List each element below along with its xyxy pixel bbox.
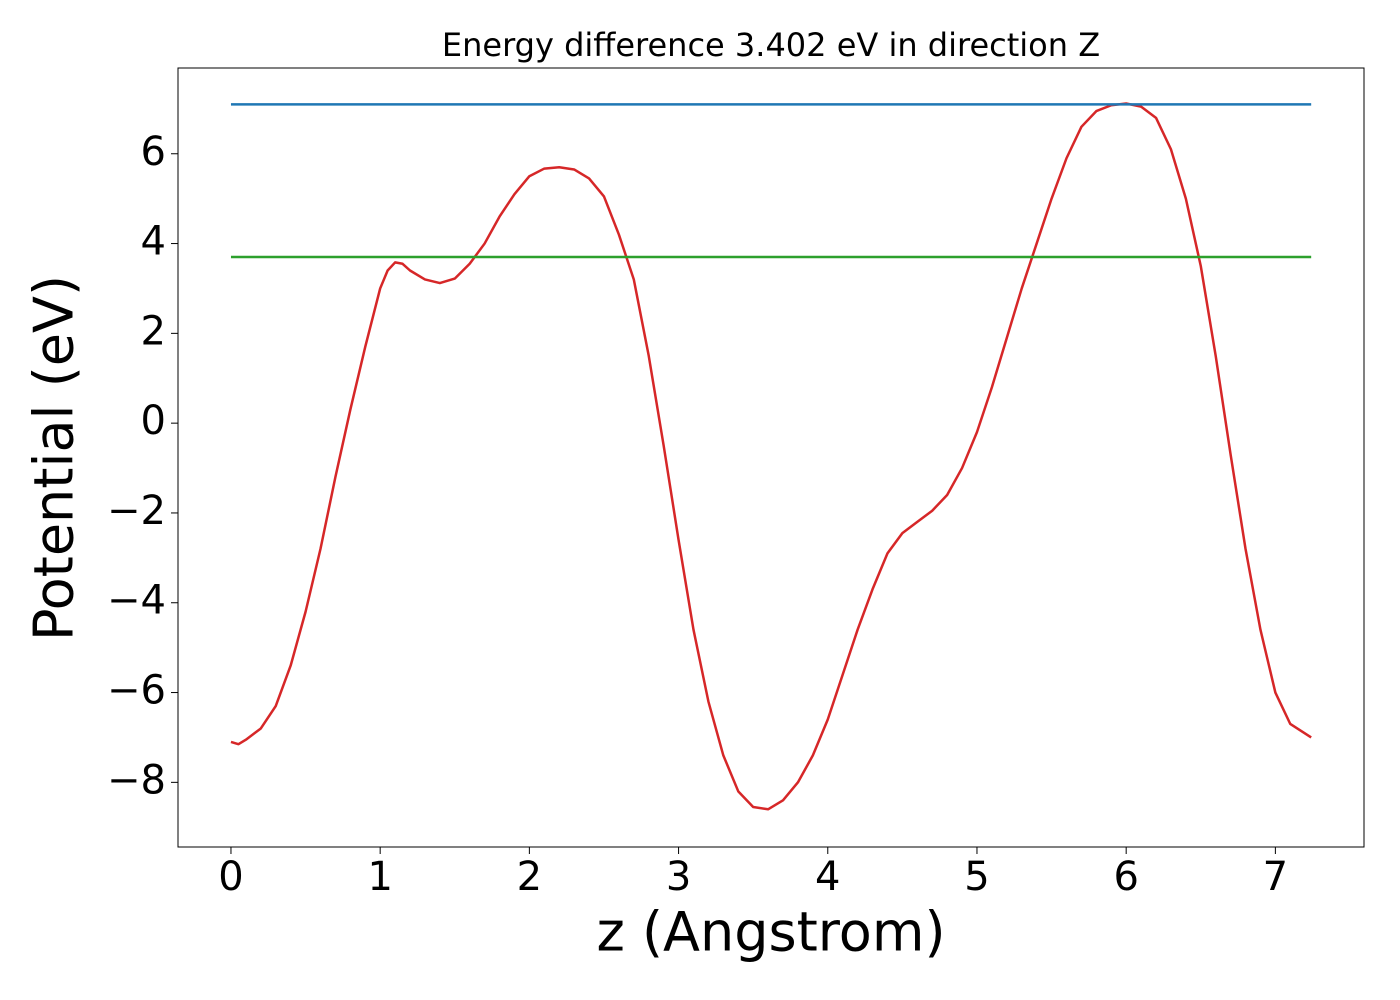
y-tick-label: −6 <box>107 668 166 714</box>
x-tick-label: 7 <box>1263 854 1288 900</box>
chart-title: Energy difference 3.402 eV in direction … <box>442 26 1100 64</box>
x-tick-label: 3 <box>666 854 691 900</box>
y-axis-label: Potential (eV) <box>23 275 86 641</box>
x-tick-label: 5 <box>964 854 989 900</box>
y-tick-label: −2 <box>107 488 166 534</box>
y-tick-label: 0 <box>141 398 166 444</box>
y-tick-label: 2 <box>141 308 166 354</box>
x-tick-label: 0 <box>218 854 243 900</box>
y-tick-label: 6 <box>141 129 166 175</box>
plot-frame <box>177 67 1365 848</box>
x-tick-label: 1 <box>367 854 392 900</box>
x-tick-label: 2 <box>517 854 542 900</box>
y-tick-label: −8 <box>107 757 166 803</box>
y-tick-label: −4 <box>107 578 166 624</box>
x-tick-label: 4 <box>815 854 840 900</box>
x-tick-label: 6 <box>1113 854 1138 900</box>
y-tick-label: 4 <box>141 219 166 265</box>
x-axis-label: z (Angstrom) <box>596 901 945 964</box>
